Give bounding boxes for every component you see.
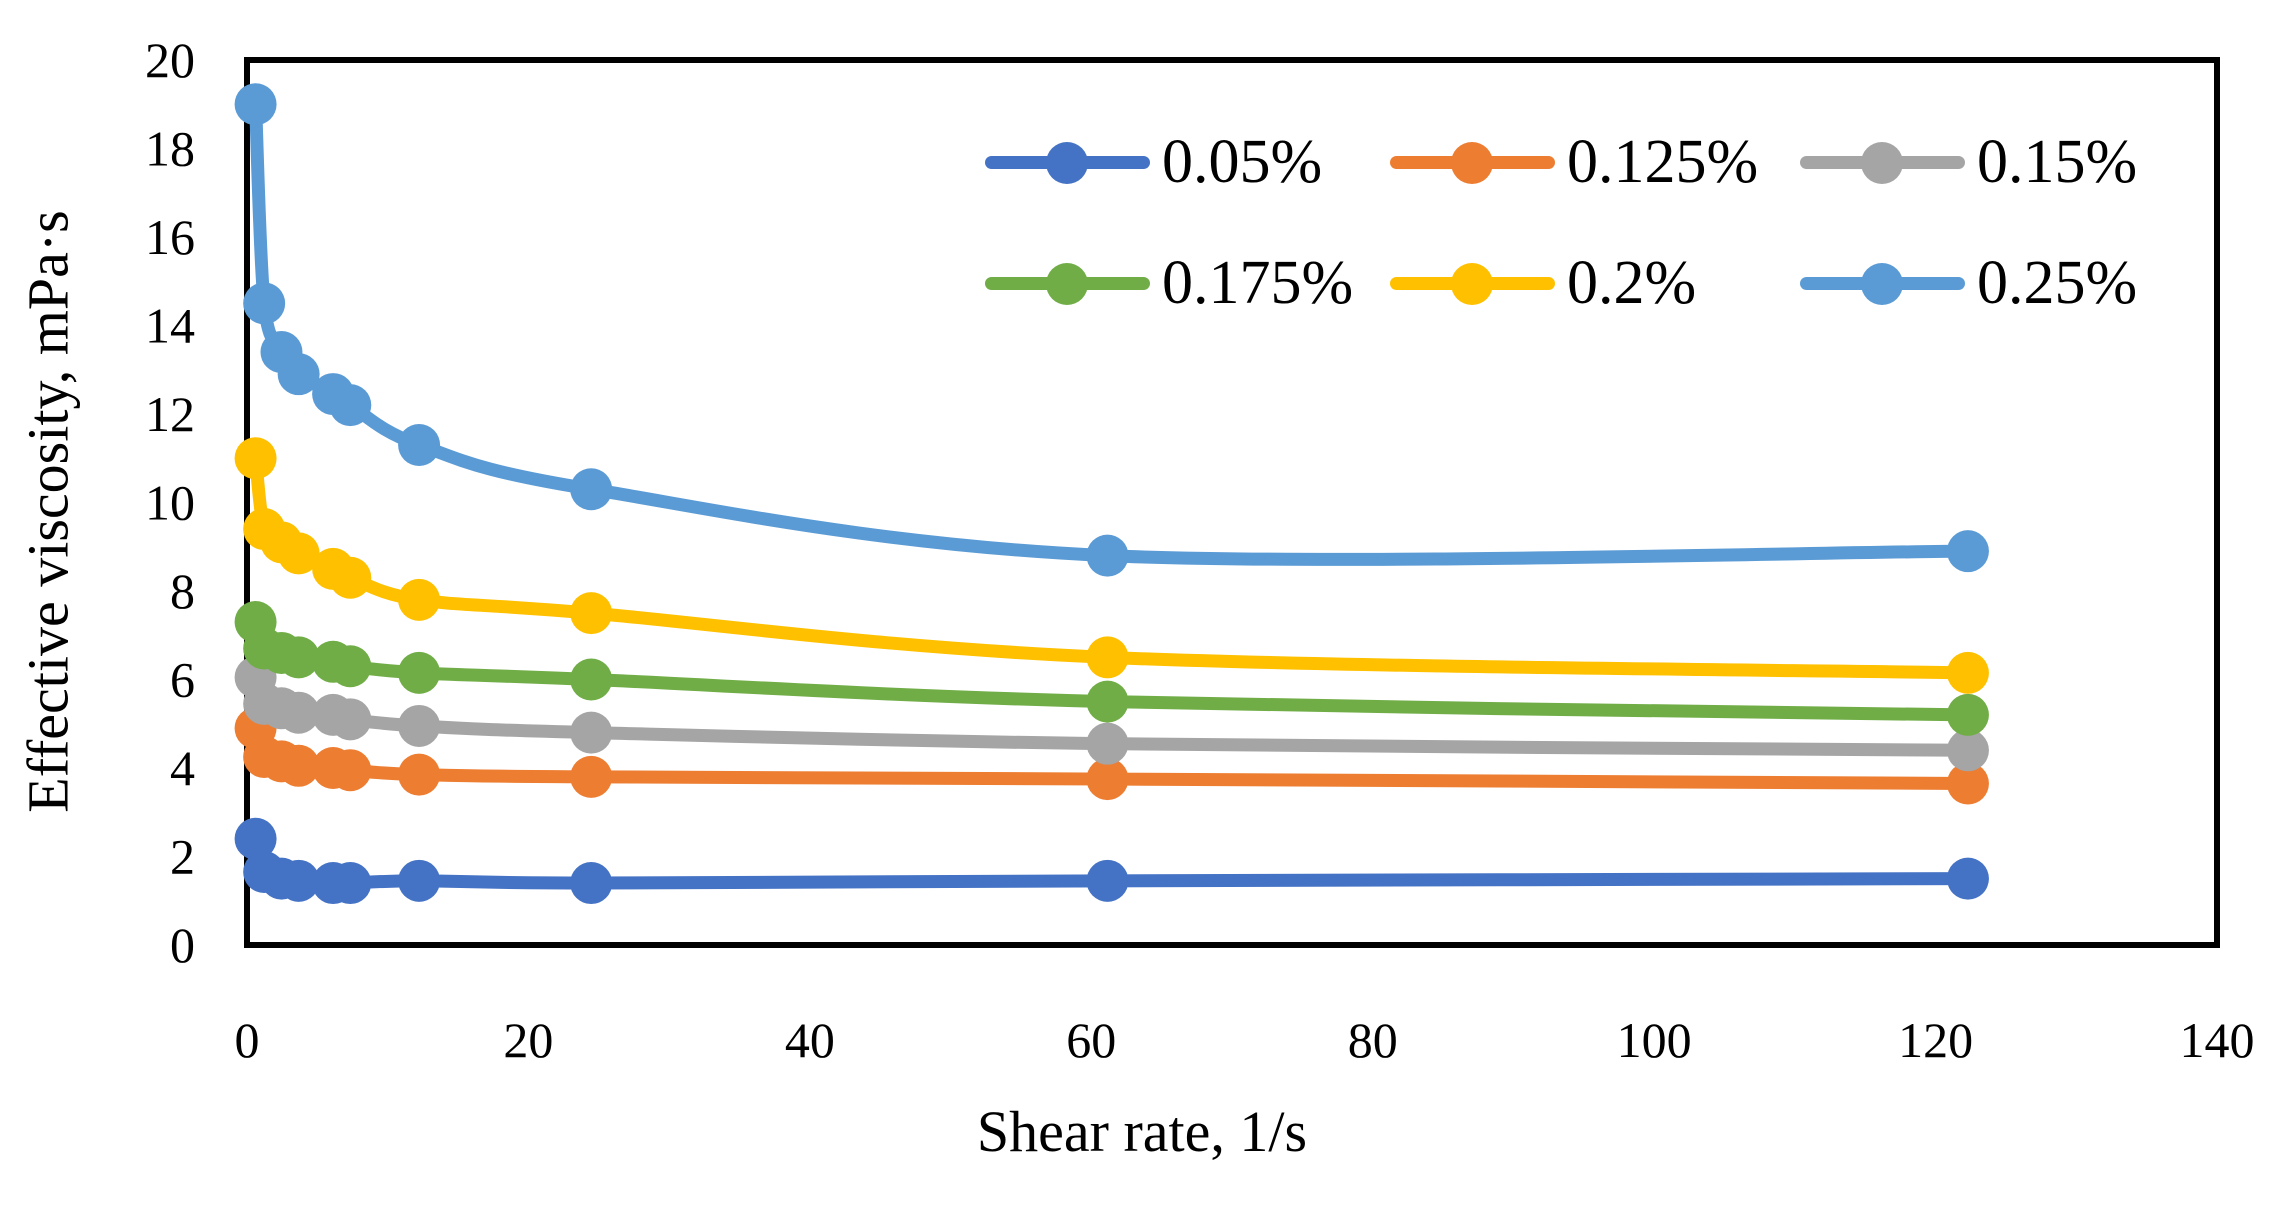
data-point-0.15% xyxy=(570,711,613,754)
legend-line-marker xyxy=(1390,262,1555,305)
data-point-0.175% xyxy=(1086,680,1129,723)
legend-dot-icon xyxy=(1451,141,1493,184)
data-point-0.05% xyxy=(398,859,441,902)
x-axis-tick-label-20: 20 xyxy=(503,1012,553,1068)
data-point-0.05% xyxy=(1086,859,1129,902)
data-point-0.2% xyxy=(329,556,372,599)
data-point-0.15% xyxy=(277,691,320,734)
data-point-0.125% xyxy=(277,744,320,787)
data-point-0.25% xyxy=(570,468,613,511)
data-point-0.05% xyxy=(570,862,613,905)
plot-border xyxy=(244,57,2220,948)
data-point-0.15% xyxy=(1946,729,1989,772)
data-point-0.125% xyxy=(398,753,441,796)
data-point-0.25% xyxy=(398,423,441,466)
data-point-0.05% xyxy=(234,817,277,860)
data-point-0.25% xyxy=(1946,530,1989,573)
data-point-0.25% xyxy=(329,384,372,427)
data-point-0.125% xyxy=(1946,762,1989,805)
x-axis-title: Shear rate, 1/s xyxy=(976,1099,1308,1164)
legend-entry-0.175: 0.175% xyxy=(985,241,1353,325)
data-point-0.125% xyxy=(1086,758,1129,801)
legend-dot-icon xyxy=(1451,262,1493,305)
data-point-0.2% xyxy=(1946,651,1989,694)
data-point-0.25% xyxy=(243,282,286,325)
data-point-0.15% xyxy=(329,698,372,741)
data-point-0.05% xyxy=(277,859,320,902)
y-axis-tick-label-10: 10 xyxy=(145,475,195,531)
data-point-0.25% xyxy=(277,353,320,396)
legend-dot-icon xyxy=(1861,141,1903,184)
y-axis-tick-label-20: 20 xyxy=(145,32,195,88)
y-axis-tick-label-18: 18 xyxy=(145,121,195,177)
data-point-0.175% xyxy=(398,651,441,694)
data-point-0.2% xyxy=(398,578,441,621)
legend-label: 0.125% xyxy=(1567,128,1759,196)
legend-label: 0.15% xyxy=(1977,128,2138,196)
y-axis-tick-label-12: 12 xyxy=(145,386,195,442)
legend-dot-icon xyxy=(1046,141,1088,184)
y-axis-tick-label-4: 4 xyxy=(170,740,195,796)
x-axis-tick-label-120: 120 xyxy=(1898,1012,1973,1068)
x-axis-tick-label-0: 0 xyxy=(235,1012,260,1068)
legend-label: 0.2% xyxy=(1567,249,1697,317)
y-axis-tick-label-14: 14 xyxy=(145,298,195,354)
y-axis-tick-label-8: 8 xyxy=(170,563,195,619)
legend-line-marker xyxy=(985,141,1150,184)
legend-label: 0.25% xyxy=(1977,249,2138,317)
x-axis-tick-label-140: 140 xyxy=(2180,1012,2255,1068)
data-point-0.2% xyxy=(570,592,613,635)
legend-entry-0.15: 0.15% xyxy=(1800,120,2137,204)
legend-entry-0.25: 0.25% xyxy=(1800,241,2137,325)
data-point-0.2% xyxy=(277,532,320,575)
x-axis-tick-label-40: 40 xyxy=(785,1012,835,1068)
data-point-0.25% xyxy=(234,83,277,126)
legend-entry-0.125: 0.125% xyxy=(1390,120,1758,204)
data-point-0.15% xyxy=(1086,722,1129,765)
data-point-0.175% xyxy=(570,658,613,701)
data-point-0.15% xyxy=(398,704,441,747)
y-axis-tick-label-0: 0 xyxy=(170,917,195,973)
legend-line-marker xyxy=(1800,141,1965,184)
legend-label: 0.05% xyxy=(1162,128,1323,196)
data-point-0.05% xyxy=(329,862,372,905)
legend-label: 0.175% xyxy=(1162,249,1354,317)
y-axis-tick-label-2: 2 xyxy=(170,829,195,885)
data-point-0.175% xyxy=(329,645,372,688)
data-point-0.2% xyxy=(1086,636,1129,679)
data-point-0.25% xyxy=(1086,534,1129,577)
legend-entry-0.2: 0.2% xyxy=(1390,241,1696,325)
data-point-0.125% xyxy=(570,755,613,798)
legend-line-marker xyxy=(1800,262,1965,305)
data-point-0.2% xyxy=(234,437,277,480)
data-point-0.175% xyxy=(277,636,320,679)
x-axis-tick-label-60: 60 xyxy=(1066,1012,1116,1068)
x-axis-tick-label-80: 80 xyxy=(1348,1012,1398,1068)
data-point-0.05% xyxy=(1946,857,1989,900)
legend-dot-icon xyxy=(1046,262,1088,305)
legend-line-marker xyxy=(1390,141,1555,184)
legend-entry-0.05: 0.05% xyxy=(985,120,1322,204)
data-point-0.175% xyxy=(1946,693,1989,736)
y-axis-tick-label-6: 6 xyxy=(170,652,195,708)
legend-line-marker xyxy=(985,262,1150,305)
legend-dot-icon xyxy=(1861,262,1903,305)
data-point-0.125% xyxy=(329,749,372,792)
y-axis-title: Effective viscosity, mPa·s xyxy=(15,210,81,813)
x-axis-tick-label-100: 100 xyxy=(1617,1012,1692,1068)
y-axis-tick-label-16: 16 xyxy=(145,209,195,265)
